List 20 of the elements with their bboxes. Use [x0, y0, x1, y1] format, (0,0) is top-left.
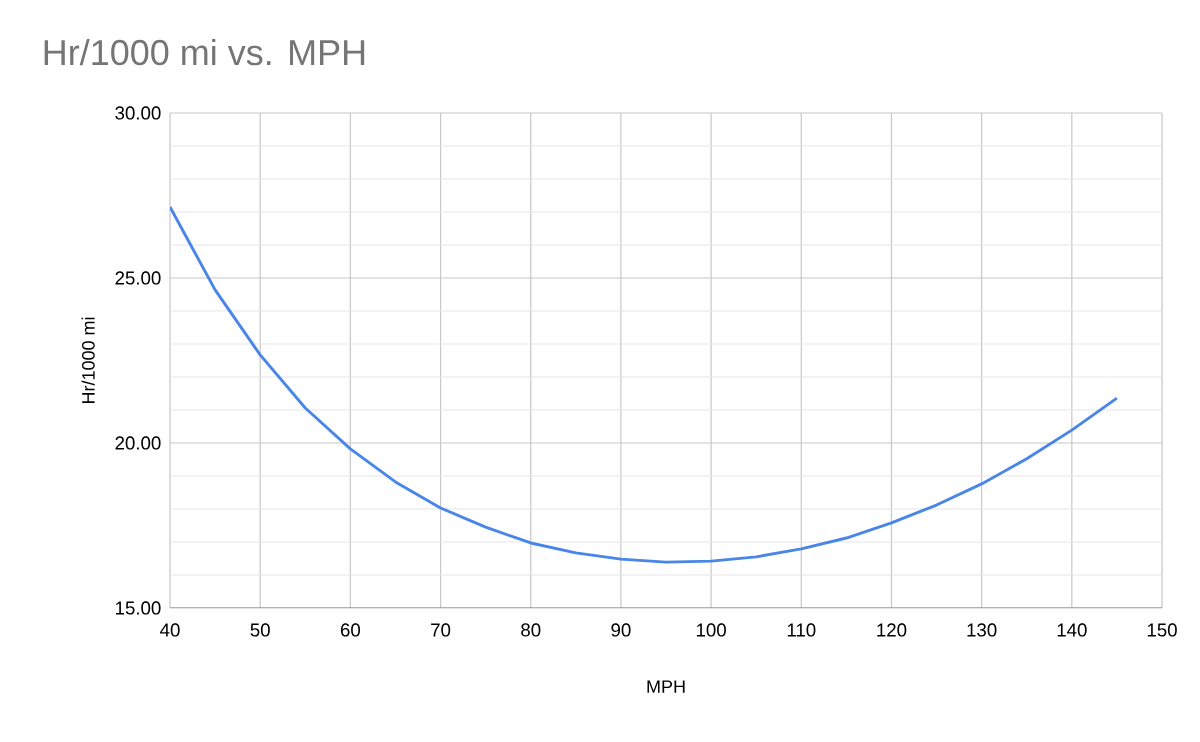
x-tick-label: 140 — [1057, 623, 1087, 637]
x-axis-title: MPH — [647, 680, 685, 693]
x-tick-label: 150 — [1147, 623, 1177, 637]
y-tick-label: 15.00 — [116, 601, 161, 615]
y-tick-label: 25.00 — [115, 271, 161, 285]
x-tick-label: 90 — [611, 623, 631, 637]
x-tick-label: 60 — [340, 623, 361, 637]
y-tick-label: 30.00 — [115, 106, 161, 120]
x-tick-label: 80 — [521, 623, 541, 637]
y-axis-title: Hr/1000 mi — [81, 317, 95, 404]
x-tick-label: 50 — [250, 623, 270, 637]
y-tick-label: 20.00 — [115, 436, 161, 450]
x-tick-label: 100 — [696, 623, 726, 637]
x-tick-label: 120 — [877, 623, 907, 637]
x-tick-label: 40 — [160, 623, 180, 637]
line-series — [170, 205, 1119, 564]
x-tick-label: 70 — [431, 623, 451, 637]
x-tick-label: 130 — [967, 623, 997, 637]
chart-title: Hr/1000 mi vs. MPH — [44, 38, 365, 66]
x-tick-label: 110 — [787, 623, 816, 637]
